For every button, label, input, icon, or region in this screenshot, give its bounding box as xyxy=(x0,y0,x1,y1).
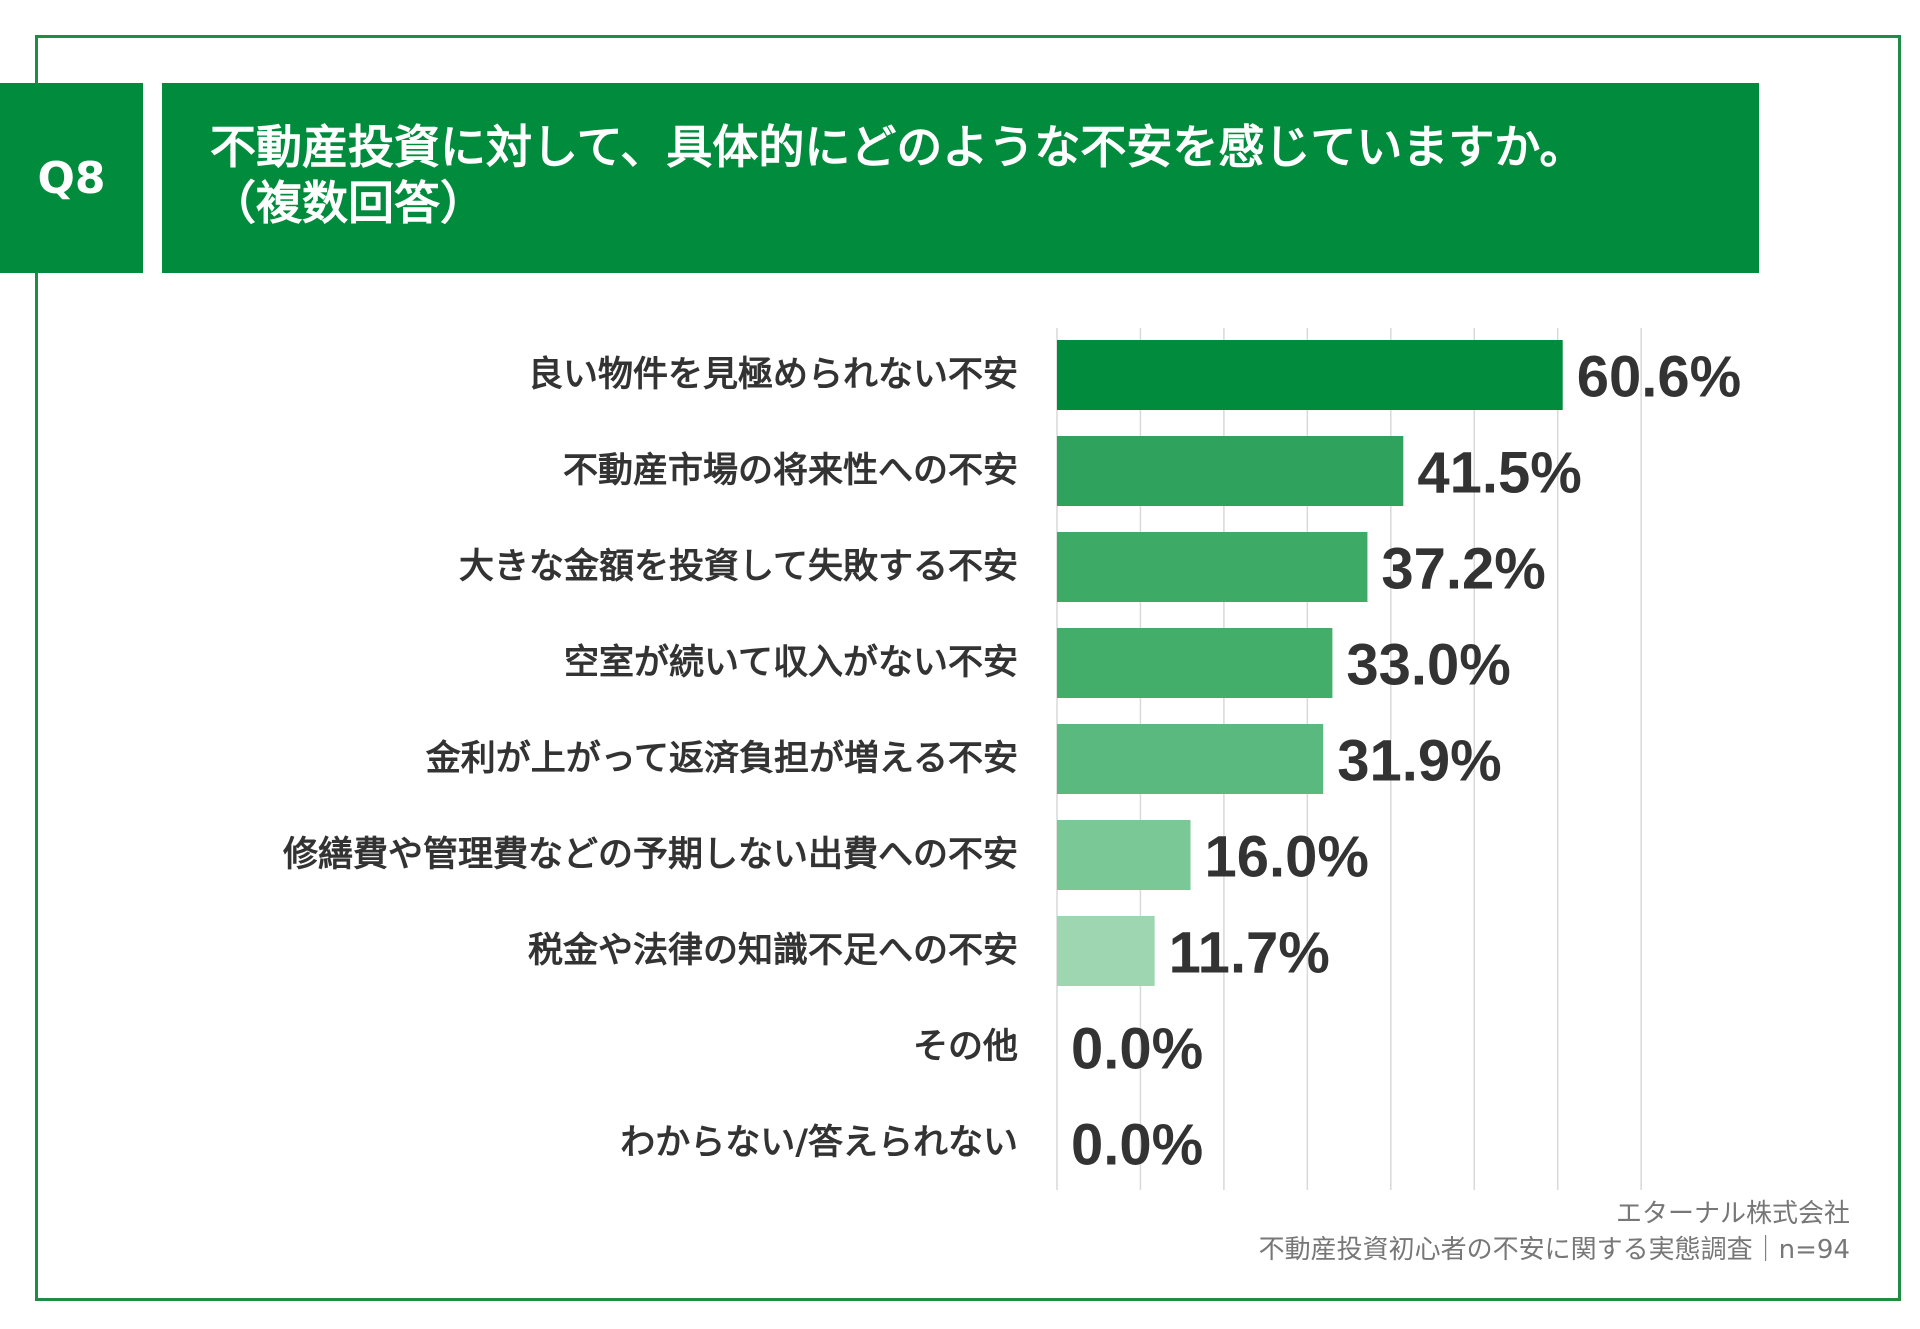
category-label: 空室が続いて収入がない不安 xyxy=(564,642,1018,683)
value-label: 37.2% xyxy=(1381,537,1545,602)
value-labels: 60.6% 41.5% 37.2% 33.0% 31.9% 16.0% 11.7% 0.0% 0… xyxy=(1071,345,1741,1178)
category-label: 税金や法律の知識不足への不安 xyxy=(528,930,1018,971)
category-label: 金利が上がって返済負担が増える不安 xyxy=(425,738,1018,779)
footer: エターナル株式会社 不動産投資初心者の不安に関する実態調査｜n=94 xyxy=(1259,1196,1850,1268)
category-label: その他 xyxy=(913,1027,1018,1067)
bar xyxy=(1057,532,1368,602)
value-label: 33.0% xyxy=(1346,633,1510,698)
question-title: 不動産投資に対して、具体的にどのような不安を感じていますか。 xyxy=(210,120,1586,174)
category-label: わからない/答えられない xyxy=(620,1123,1018,1163)
bar xyxy=(1057,820,1191,890)
category-label: 不動産市場の将来性への不安 xyxy=(563,451,1018,491)
value-label: 41.5% xyxy=(1417,441,1581,506)
company-name: エターナル株式会社 xyxy=(1615,1199,1850,1229)
value-label: 0.0% xyxy=(1071,1113,1203,1178)
bars xyxy=(1057,340,1563,986)
value-label: 11.7% xyxy=(1169,921,1330,986)
bar xyxy=(1057,340,1563,410)
value-label: 31.9% xyxy=(1337,729,1501,794)
bar xyxy=(1057,724,1324,794)
bar xyxy=(1057,916,1155,986)
outer-frame xyxy=(35,35,1901,1301)
value-label: 0.0% xyxy=(1071,1017,1203,1082)
value-label: 16.0% xyxy=(1205,825,1369,890)
bar xyxy=(1057,628,1333,698)
bar xyxy=(1057,436,1404,506)
title-banner: 不動産投資に対して、具体的にどのような不安を感じていますか。 （複数回答） xyxy=(162,83,1759,273)
question-badge: Q8 xyxy=(0,83,143,273)
category-label: 大きな金額を投資して失敗する不安 xyxy=(459,546,1018,587)
value-label: 60.6% xyxy=(1577,345,1741,410)
survey-note: 不動産投資初心者の不安に関する実態調査｜n=94 xyxy=(1258,1235,1850,1265)
category-labels: 良い物件を見極められない不安不動産市場の将来性への不安大きな金額を投資して失敗す… xyxy=(282,355,1018,1163)
category-label: 良い物件を見極められない不安 xyxy=(528,355,1018,395)
category-label: 修繕費や管理費などの予期しない出費への不安 xyxy=(282,835,1018,875)
question-subtitle: （複数回答） xyxy=(210,176,486,230)
